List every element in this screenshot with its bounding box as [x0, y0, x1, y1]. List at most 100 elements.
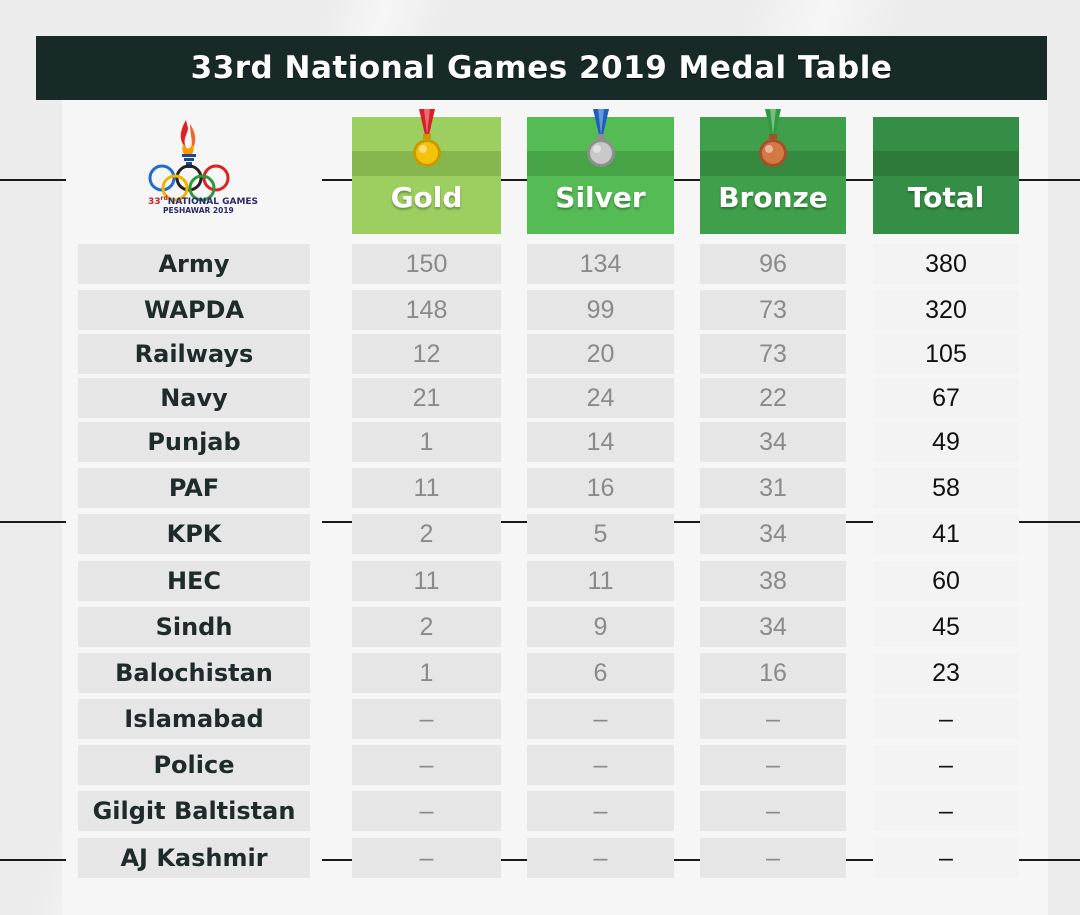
bronze-cell: – — [700, 838, 846, 878]
gold-cell: – — [352, 745, 501, 785]
bronze-value: 73 — [759, 295, 787, 324]
silver-value: 20 — [586, 339, 615, 368]
gold-value: 150 — [405, 249, 448, 278]
bronze-value: 31 — [759, 473, 787, 502]
total-cell: 49 — [873, 422, 1019, 462]
total-cell: 67 — [873, 378, 1019, 418]
gold-value: 2 — [419, 519, 434, 548]
bronze-cell: 73 — [700, 334, 846, 374]
gold-value: 12 — [412, 339, 441, 368]
divider-line — [674, 521, 700, 523]
divider-line — [501, 179, 528, 181]
divider-line — [674, 179, 700, 181]
team-cell: Islamabad — [78, 699, 310, 739]
gold-cell: – — [352, 838, 501, 878]
team-cell: Police — [78, 745, 310, 785]
silver-value: 16 — [586, 473, 615, 502]
divider-line — [501, 521, 528, 523]
team-name: Sindh — [155, 613, 233, 641]
bronze-value: – — [766, 704, 780, 733]
silver-cell: – — [527, 745, 674, 785]
team-cell: Army — [78, 244, 310, 284]
total-cell: – — [873, 699, 1019, 739]
gold-value: 11 — [413, 566, 440, 595]
team-cell: PAF — [78, 468, 310, 508]
total-cell: 380 — [873, 244, 1019, 284]
silver-value: – — [593, 750, 608, 779]
team-name: Army — [158, 250, 230, 278]
bronze-value: 22 — [759, 383, 787, 412]
column-header-gold: Gold — [352, 109, 501, 234]
total-value: 60 — [932, 566, 960, 595]
total-cell: 23 — [873, 653, 1019, 693]
silver-cell: 99 — [527, 290, 674, 330]
divider-line — [0, 859, 66, 861]
team-cell: AJ Kashmir — [78, 838, 310, 878]
bronze-cell: – — [700, 745, 846, 785]
divider-line — [674, 859, 700, 861]
silver-value: – — [593, 704, 608, 733]
team-cell: WAPDA — [78, 290, 310, 330]
divider-line — [1019, 521, 1080, 523]
divider-line — [846, 521, 873, 523]
team-cell: Balochistan — [78, 653, 310, 693]
silver-cell: – — [527, 791, 674, 831]
total-cell: 60 — [873, 561, 1019, 601]
bronze-cell: 31 — [700, 468, 846, 508]
team-name: HEC — [166, 567, 222, 595]
gold-medal-icon — [412, 109, 441, 167]
divider-line — [322, 179, 352, 181]
bronze-cell: 16 — [700, 653, 846, 693]
silver-value: 14 — [586, 427, 615, 456]
total-value: 67 — [932, 383, 960, 412]
divider-line — [322, 521, 352, 523]
divider-line — [1019, 179, 1080, 181]
total-value: 320 — [925, 295, 967, 324]
total-value: – — [939, 704, 953, 733]
gold-value: – — [419, 704, 434, 733]
silver-cell: 20 — [527, 334, 674, 374]
team-cell: Sindh — [78, 607, 310, 647]
silver-cell: 16 — [527, 468, 674, 508]
silver-cell: – — [527, 838, 674, 878]
silver-cell: 9 — [527, 607, 674, 647]
silver-cell: 5 — [527, 514, 674, 554]
silver-value: 134 — [579, 249, 622, 278]
gold-cell: – — [352, 791, 501, 831]
team-name: Balochistan — [115, 659, 273, 687]
column-header-bronze: Bronze — [700, 109, 846, 234]
gold-value: 21 — [412, 383, 441, 412]
gold-cell: – — [352, 699, 501, 739]
team-name: Punjab — [147, 428, 241, 456]
gold-value: 148 — [405, 295, 448, 324]
bronze-cell: 22 — [700, 378, 846, 418]
header-band — [873, 151, 1019, 176]
bronze-value: 38 — [759, 566, 787, 595]
team-cell: Railways — [78, 334, 310, 374]
divider-line — [846, 859, 873, 861]
bronze-cell: 73 — [700, 290, 846, 330]
silver-cell: 134 — [527, 244, 674, 284]
divider-line — [501, 859, 528, 861]
total-cell: – — [873, 838, 1019, 878]
page-title: 33rd National Games 2019 Medal Table — [190, 50, 893, 86]
gold-cell: 1 — [352, 653, 501, 693]
gold-cell: 150 — [352, 244, 501, 284]
total-value: 105 — [925, 339, 967, 368]
silver-value: 6 — [593, 658, 608, 687]
silver-cell: 14 — [527, 422, 674, 462]
gold-cell: 12 — [352, 334, 501, 374]
total-cell: 45 — [873, 607, 1019, 647]
team-name: PAF — [168, 474, 220, 502]
total-value: 380 — [925, 249, 967, 278]
bronze-value: – — [766, 750, 780, 779]
gold-cell: 11 — [352, 468, 501, 508]
silver-value: 24 — [586, 383, 615, 412]
logo-caption: 33rdNATIONAL GAMES — [148, 195, 259, 207]
bronze-value: 73 — [759, 339, 787, 368]
total-value: 23 — [932, 658, 960, 687]
silver-cell: 24 — [527, 378, 674, 418]
gold-cell: 2 — [352, 607, 501, 647]
bronze-cell: 96 — [700, 244, 846, 284]
total-cell: 320 — [873, 290, 1019, 330]
